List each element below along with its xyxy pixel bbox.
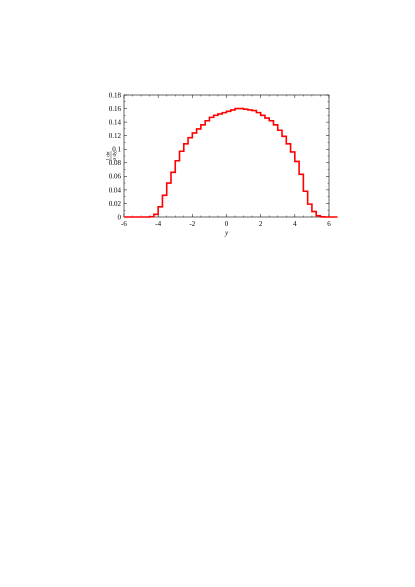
- x-tick-label: -6: [121, 220, 127, 228]
- y-tick-label: 0.1: [112, 146, 121, 154]
- y-tick-label: 0: [118, 213, 122, 221]
- x-tick-label: 2: [259, 220, 263, 228]
- y-tick-label: 0.16: [109, 105, 122, 113]
- y-tick-label: 0.12: [109, 132, 122, 140]
- y-tick-label: 0.18: [109, 91, 122, 99]
- x-tick-label: 6: [327, 220, 331, 228]
- y-tick-label: 0.14: [109, 119, 122, 127]
- x-tick-label: -2: [189, 220, 195, 228]
- series-layer: [124, 107, 338, 218]
- x-tick-label: 4: [293, 220, 297, 228]
- x-axis-label: y: [224, 229, 229, 237]
- y-axis-label-numerator: 1 dσ: [107, 151, 112, 160]
- x-tick-label: 0: [225, 220, 229, 228]
- x-axis-ticks: -6 -4 -2 0 2 4 6: [121, 95, 331, 228]
- y-tick-label: 0.08: [109, 159, 122, 167]
- histogram-series-line: [124, 107, 338, 218]
- y-tick-label: 0.06: [109, 173, 122, 181]
- y-tick-label: 0.04: [109, 186, 122, 194]
- y-axis-ticks: 0 0.02 0.04 0.06 0.08 0.1 0.12 0.14 0.16 0.18: [109, 91, 329, 221]
- x-tick-label: -4: [155, 220, 161, 228]
- y-tick-label: 0.02: [109, 200, 122, 208]
- y-axis-label-denominator: σ dy: [113, 151, 118, 160]
- y-axis-label: 1 dσ σ dy: [107, 151, 118, 161]
